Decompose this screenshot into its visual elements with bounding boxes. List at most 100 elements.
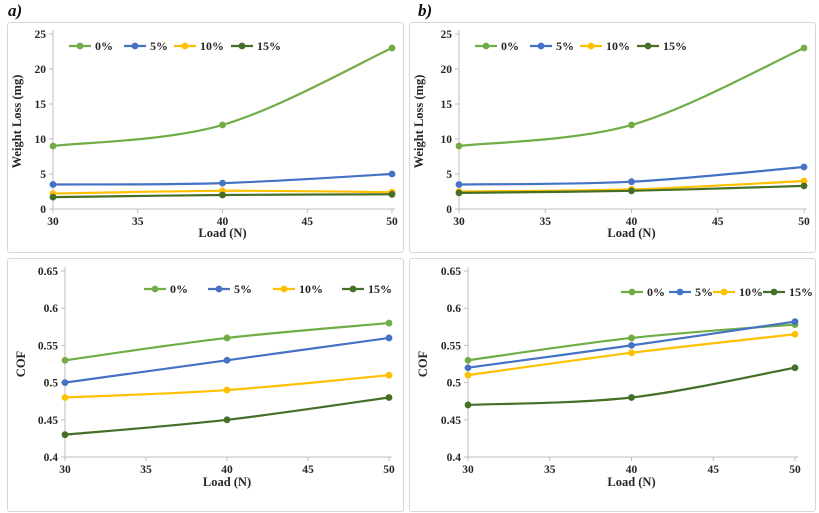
legend-item-10%: 10% — [174, 39, 224, 53]
legend-label: 0% — [95, 39, 113, 53]
axes — [49, 30, 395, 213]
y-tick-label: 0.55 — [38, 340, 58, 352]
data-point-marker — [388, 170, 396, 178]
line-chart-1: 0 5 10 15 20 25 30 35 40 45 50 Load (N) Weight Loss … — [412, 29, 810, 240]
data-point-marker — [219, 121, 226, 129]
figure-label-a: a) — [8, 1, 23, 20]
legend-label: 15% — [663, 39, 687, 53]
y-axis-title: Weight Loss (mg) — [412, 75, 426, 169]
legend-item-15%: 15% — [637, 39, 687, 53]
series-15% — [464, 364, 799, 409]
legend-item-10%: 10% — [713, 285, 763, 299]
data-point-marker — [628, 178, 635, 186]
legend-label: 5% — [150, 39, 168, 53]
y-tick-label: 25 — [441, 29, 453, 41]
x-tick-label: 30 — [453, 216, 465, 228]
data-point-marker — [800, 163, 808, 171]
x-tick-label: 45 — [712, 216, 724, 228]
data-point-marker — [223, 356, 231, 364]
x-axis-title: Load (N) — [198, 226, 246, 240]
series-line — [63, 396, 391, 436]
series-15% — [49, 190, 396, 201]
y-tick-label: 0.5 — [44, 378, 59, 390]
x-tick-label: 30 — [47, 216, 59, 228]
legend-label: 10% — [606, 39, 630, 53]
series-0% — [49, 44, 396, 150]
legend-item-15%: 15% — [231, 39, 281, 53]
x-tick-label: 45 — [302, 216, 314, 228]
legend-label: 5% — [695, 285, 713, 299]
line-chart-2: 0.4 0.45 0.5 0.55 0.6 0.65 30 35 40 45 50 Load (N) C… — [14, 266, 395, 489]
legend-item-5%: 5% — [208, 282, 252, 296]
y-tick-label: 20 — [441, 64, 453, 76]
legend-marker — [482, 42, 490, 50]
data-point-marker — [223, 334, 231, 342]
legend: 0% 5% 10% 15% — [621, 285, 813, 299]
y-tick-label: 10 — [35, 134, 47, 146]
y-tick-label: 0 — [446, 204, 452, 216]
data-point-marker — [800, 44, 808, 52]
y-tick-label: 0.45 — [38, 415, 58, 427]
legend-marker — [770, 288, 778, 296]
chart-panel-cof-a: 0.4 0.45 0.5 0.55 0.6 0.65 30 35 40 45 50 Load (N) C… — [7, 258, 404, 512]
legend-item-5%: 5% — [530, 39, 574, 53]
legend: 0% 5% 10% 15% — [69, 39, 281, 53]
legend-label: 5% — [234, 282, 252, 296]
y-tick-label: 0.6 — [447, 303, 462, 315]
series-line — [63, 321, 391, 362]
data-point-marker — [628, 349, 635, 357]
series-line — [457, 46, 806, 148]
y-tick-label: 0.65 — [38, 266, 58, 278]
legend-item-15%: 15% — [763, 285, 813, 299]
legend-marker — [720, 288, 728, 296]
legend-label: 5% — [556, 39, 574, 53]
series-5% — [464, 318, 799, 372]
legend-marker — [644, 42, 652, 50]
x-tick-label: 35 — [132, 216, 144, 228]
series-10% — [61, 371, 393, 401]
y-tick-label: 20 — [35, 64, 47, 76]
x-axis-title: Load (N) — [607, 475, 655, 489]
legend-label: 0% — [170, 282, 188, 296]
data-point-marker — [464, 371, 472, 379]
legend: 0% 5% 10% 15% — [144, 282, 392, 296]
series-5% — [61, 334, 393, 386]
data-point-marker — [455, 142, 463, 150]
x-tick-label: 40 — [217, 216, 229, 228]
y-tick-label: 0.5 — [447, 378, 462, 390]
chart-panel-weight-loss-b: 0 5 10 15 20 25 30 35 40 45 50 Load (N) Weight Loss … — [409, 22, 816, 253]
y-tick-label: 15 — [35, 99, 47, 111]
x-tick-label: 30 — [462, 464, 474, 476]
x-tick-label: 50 — [789, 464, 801, 476]
legend-label: 15% — [257, 39, 281, 53]
data-point-marker — [791, 330, 799, 338]
legend-item-5%: 5% — [124, 39, 168, 53]
data-point-marker — [464, 401, 472, 409]
legend: 0% 5% 10% 15% — [475, 39, 687, 53]
legend-label: 0% — [501, 39, 519, 53]
x-tick-label: 35 — [540, 216, 552, 228]
data-point-marker — [388, 44, 396, 52]
data-point-marker — [49, 142, 57, 150]
legend-label: 15% — [789, 285, 813, 299]
x-tick-label: 50 — [386, 216, 398, 228]
data-point-marker — [223, 386, 231, 394]
data-point-marker — [223, 416, 231, 424]
legend-item-10%: 10% — [273, 282, 323, 296]
data-point-marker — [61, 356, 69, 364]
x-tick-label: 45 — [708, 464, 720, 476]
data-point-marker — [49, 193, 57, 201]
y-tick-label: 0.6 — [44, 303, 59, 315]
y-tick-label: 0.65 — [441, 266, 461, 278]
y-tick-label: 5 — [40, 169, 46, 181]
series-5% — [455, 163, 808, 188]
data-point-marker — [388, 190, 396, 198]
legend-marker — [238, 42, 246, 50]
data-point-marker — [455, 181, 463, 188]
x-tick-label: 30 — [59, 464, 71, 476]
data-point-marker — [49, 181, 57, 188]
y-tick-label: 0 — [40, 204, 46, 216]
data-point-marker — [455, 189, 463, 197]
x-tick-label: 35 — [140, 464, 152, 476]
